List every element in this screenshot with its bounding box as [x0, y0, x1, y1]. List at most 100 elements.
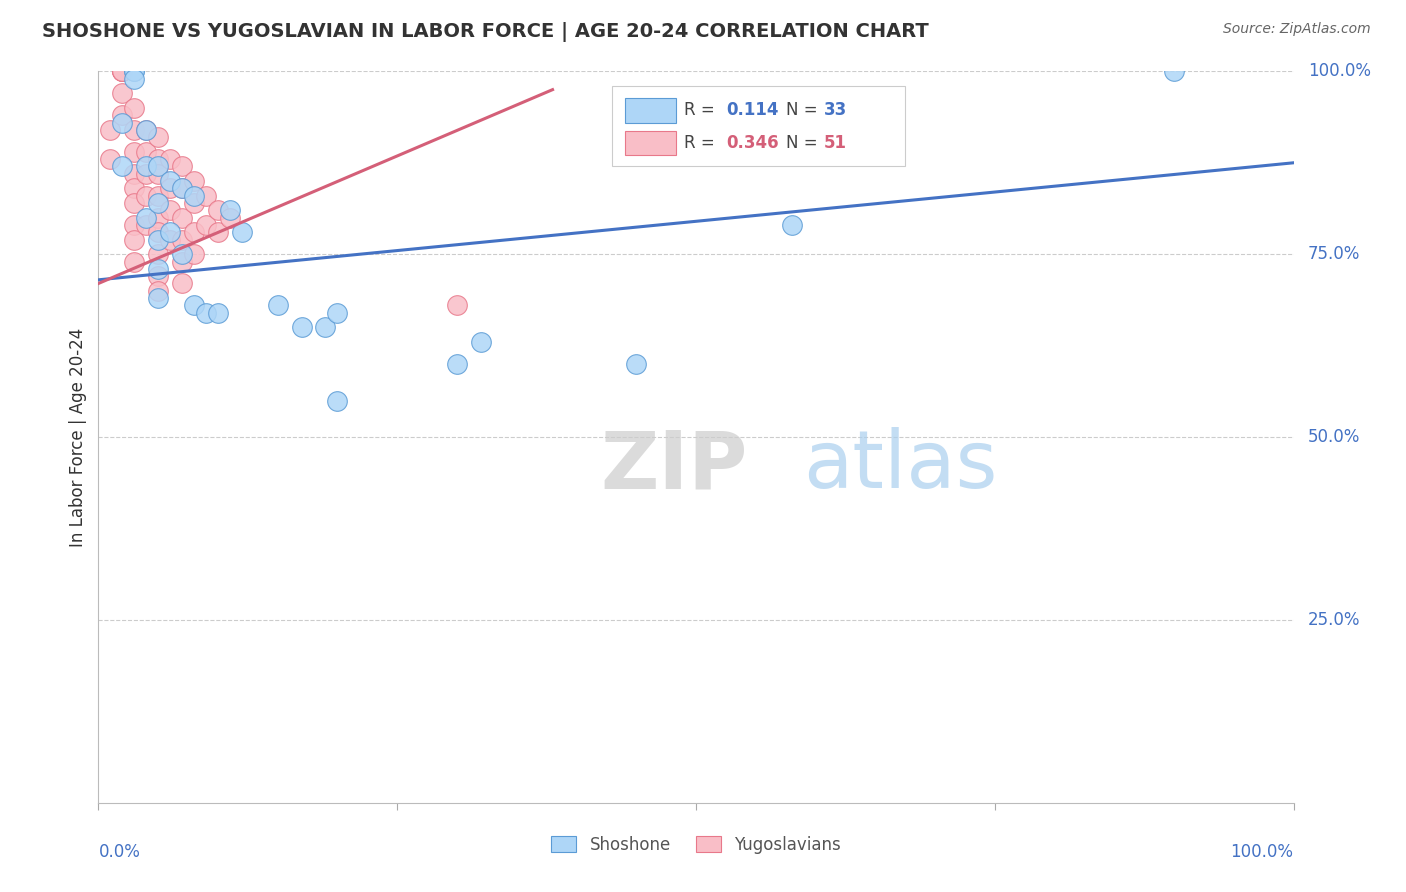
Point: [111, 160, 134, 174]
Point: [183, 174, 205, 188]
Point: [111, 64, 134, 78]
Point: [1163, 64, 1185, 78]
Point: [98, 152, 122, 166]
Point: [315, 320, 337, 334]
Text: 100.0%: 100.0%: [1230, 843, 1294, 861]
Point: [124, 64, 146, 78]
Point: [159, 233, 181, 247]
Point: [124, 64, 146, 78]
Point: [111, 87, 134, 101]
Point: [207, 225, 229, 239]
Point: [124, 123, 146, 137]
Point: [159, 181, 181, 195]
Text: 33: 33: [824, 101, 846, 120]
Point: [172, 277, 194, 291]
Point: [291, 320, 314, 334]
Text: N =: N =: [786, 101, 823, 120]
Point: [183, 188, 205, 202]
Point: [124, 233, 146, 247]
Point: [326, 393, 349, 408]
Point: [195, 188, 218, 202]
Point: [183, 196, 205, 211]
Text: Source: ZipAtlas.com: Source: ZipAtlas.com: [1223, 22, 1371, 37]
Text: N =: N =: [786, 134, 823, 152]
Point: [219, 211, 242, 225]
Point: [135, 188, 157, 202]
Text: 0.114: 0.114: [725, 101, 779, 120]
Point: [124, 71, 146, 86]
Point: [626, 357, 648, 371]
Text: 0.0%: 0.0%: [98, 843, 141, 861]
Text: 75.0%: 75.0%: [1308, 245, 1360, 263]
Point: [172, 211, 194, 225]
Point: [124, 181, 146, 195]
Point: [148, 167, 170, 181]
Point: [148, 284, 170, 298]
Point: [172, 247, 194, 261]
Point: [148, 196, 170, 211]
Text: 100.0%: 100.0%: [1308, 62, 1371, 80]
Point: [780, 218, 803, 232]
Point: [195, 218, 218, 232]
Point: [98, 123, 122, 137]
Text: 0.346: 0.346: [725, 134, 779, 152]
Text: 51: 51: [824, 134, 846, 152]
Point: [267, 298, 290, 312]
FancyBboxPatch shape: [626, 98, 676, 122]
Point: [148, 247, 170, 261]
Point: [148, 188, 170, 202]
Point: [183, 247, 205, 261]
Point: [148, 211, 170, 225]
Point: [172, 160, 194, 174]
Point: [172, 181, 194, 195]
Point: [111, 64, 134, 78]
Point: [159, 174, 181, 188]
Legend: Shoshone, Yugoslavians: Shoshone, Yugoslavians: [544, 829, 848, 860]
Text: R =: R =: [685, 101, 720, 120]
Point: [135, 218, 157, 232]
Text: 25.0%: 25.0%: [1308, 611, 1361, 629]
Point: [326, 306, 349, 320]
Point: [172, 254, 194, 268]
Point: [159, 152, 181, 166]
Text: atlas: atlas: [804, 427, 998, 506]
Point: [135, 145, 157, 159]
Point: [111, 115, 134, 129]
Point: [219, 203, 242, 218]
Point: [124, 196, 146, 211]
Point: [159, 225, 181, 239]
Point: [124, 167, 146, 181]
Point: [111, 108, 134, 122]
FancyBboxPatch shape: [626, 130, 676, 155]
Point: [183, 225, 205, 239]
Point: [148, 225, 170, 239]
Point: [124, 101, 146, 115]
Text: R =: R =: [685, 134, 720, 152]
Point: [172, 181, 194, 195]
Point: [148, 261, 170, 276]
Text: SHOSHONE VS YUGOSLAVIAN IN LABOR FORCE | AGE 20-24 CORRELATION CHART: SHOSHONE VS YUGOSLAVIAN IN LABOR FORCE |…: [42, 22, 929, 42]
Point: [135, 167, 157, 181]
Point: [124, 254, 146, 268]
Point: [446, 357, 468, 371]
Point: [148, 291, 170, 305]
Point: [231, 225, 253, 239]
Point: [183, 298, 205, 312]
Point: [148, 160, 170, 174]
Point: [148, 233, 170, 247]
Point: [124, 145, 146, 159]
Point: [124, 218, 146, 232]
Y-axis label: In Labor Force | Age 20-24: In Labor Force | Age 20-24: [69, 327, 87, 547]
Point: [207, 306, 229, 320]
Point: [446, 298, 468, 312]
Point: [207, 203, 229, 218]
FancyBboxPatch shape: [613, 86, 905, 167]
Point: [135, 123, 157, 137]
Text: ZIP: ZIP: [600, 427, 748, 506]
Point: [111, 64, 134, 78]
Text: 50.0%: 50.0%: [1308, 428, 1360, 446]
Point: [470, 334, 492, 349]
Point: [148, 152, 170, 166]
Point: [195, 306, 218, 320]
Point: [135, 211, 157, 225]
